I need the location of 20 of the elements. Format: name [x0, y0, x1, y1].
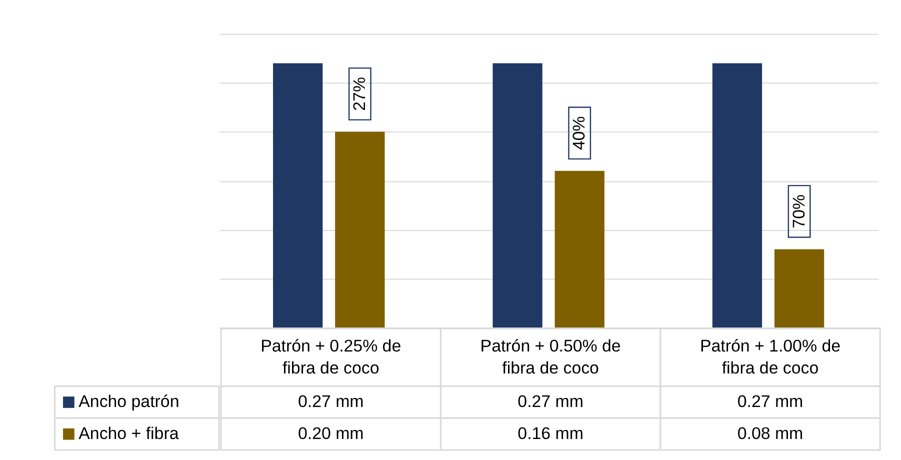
x-tick-label: Patrón + 1.00% de fibra de coco: [700, 336, 841, 378]
bar: [273, 63, 323, 328]
annotation: 40%: [570, 116, 589, 150]
data-label: 0.08 mm: [737, 424, 804, 444]
annotation: 27%: [350, 77, 369, 111]
bar: [774, 249, 824, 328]
x-tick-label: Patrón + 0.25% de fibra de coco: [260, 336, 402, 378]
legend-label: Ancho patrón: [78, 392, 180, 412]
annotation: 70%: [789, 194, 808, 228]
data-label: 0.16 mm: [518, 424, 584, 444]
data-label: 0.27 mm: [518, 392, 584, 412]
bar: [554, 170, 604, 328]
legend-label: Ancho + fibra: [78, 424, 180, 444]
data-label: 0.27 mm: [298, 392, 364, 412]
bar: [492, 63, 542, 328]
bar: [335, 132, 385, 328]
bar: [712, 63, 762, 328]
x-tick-label: Patrón + 0.50% de fibra de coco: [480, 336, 621, 378]
data-label: 0.20 mm: [298, 424, 364, 444]
data-label: 0.27 mm: [737, 392, 804, 412]
